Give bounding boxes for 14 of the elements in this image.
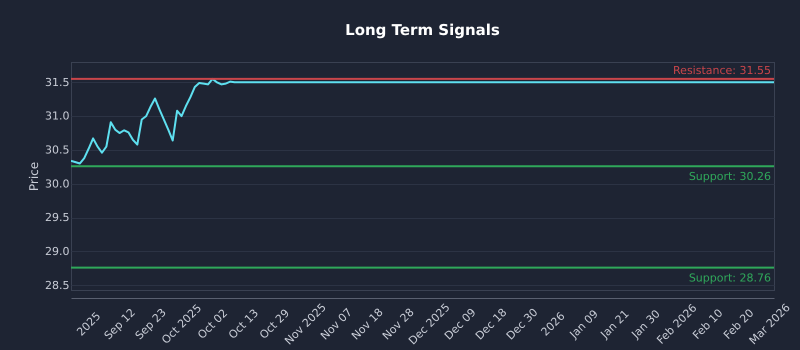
y-tick-label: 30.5 — [45, 143, 70, 156]
y-tick-label: 28.5 — [45, 278, 70, 292]
y-tick-label: 29.0 — [45, 244, 70, 258]
y-axis-title: Price — [27, 162, 42, 192]
y-tick-label: 31.0 — [45, 110, 70, 123]
ref-line-label: Support: 28.76 — [688, 272, 771, 285]
ref-line-label: Resistance: 31.55 — [673, 64, 771, 77]
x-tick-label: Oct 13 — [226, 306, 262, 342]
y-tick-label: 31.5 — [45, 76, 70, 89]
line-series — [71, 78, 774, 164]
y-tick-label: 30.0 — [45, 177, 70, 190]
ref-line-label: Support: 30.26 — [688, 170, 771, 184]
y-tick-label: 29.5 — [45, 211, 70, 224]
chart-title: Long Term Signals — [345, 21, 500, 39]
